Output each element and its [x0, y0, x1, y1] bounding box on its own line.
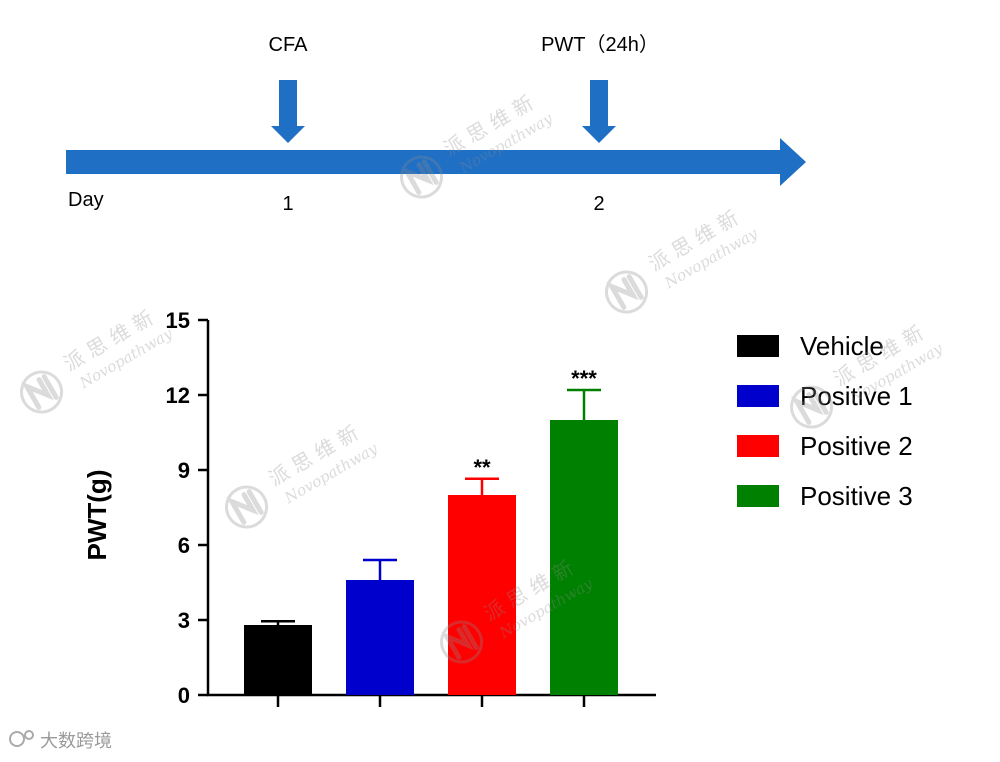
watermark-logo-icon	[606, 274, 644, 310]
legend-swatch	[737, 485, 779, 507]
chart-legend: Vehicle Positive 1 Positive 2 Positive 3	[737, 331, 913, 511]
watermark-ring-icon	[790, 385, 834, 429]
event-label-cfa: CFA	[269, 34, 309, 56]
legend-label: Positive 2	[800, 431, 913, 461]
bar-vehicle	[244, 625, 312, 695]
legend-label: Vehicle	[800, 331, 884, 361]
x-axis-ticks	[276, 695, 586, 707]
y-axis-title: PWT(g)	[82, 470, 112, 561]
legend-label: Positive 1	[800, 381, 913, 411]
timeline-arrow	[66, 138, 806, 186]
legend-swatch	[737, 385, 779, 407]
day-label-2: 2	[593, 193, 604, 215]
y-tick-label: 15	[166, 308, 190, 333]
watermark-logo-icon	[21, 374, 59, 410]
y-tick-label: 9	[178, 458, 190, 483]
legend-swatch	[737, 435, 779, 457]
source-logo-dot-icon	[24, 730, 34, 740]
legend-swatch	[737, 335, 779, 357]
y-tick-label: 12	[166, 383, 190, 408]
bars: *****	[244, 366, 618, 695]
y-tick-label: 3	[178, 608, 190, 633]
source-badge: 大数跨境	[9, 730, 112, 751]
y-tick-label: 6	[178, 533, 190, 558]
watermark-ring-icon	[440, 620, 484, 664]
event-arrow-pwt	[582, 80, 616, 143]
watermark-ring-icon	[20, 370, 64, 414]
watermark-logo-icon	[791, 389, 829, 425]
watermark-logo-icon	[441, 624, 479, 660]
day-label-1: 1	[282, 193, 293, 215]
timeline: CFA PWT（24h） Day 1 2	[66, 33, 806, 215]
significance-label: **	[473, 455, 491, 480]
bar-positive-1	[346, 580, 414, 695]
source-logo-icon	[9, 731, 25, 747]
significance-label: ***	[571, 366, 597, 391]
watermark-logo-icon	[226, 489, 264, 525]
event-label-pwt: PWT（24h）	[541, 33, 659, 56]
legend-label: Positive 3	[800, 481, 913, 511]
y-tick-label: 0	[178, 683, 190, 708]
watermark-logo-icon	[401, 159, 439, 195]
watermark-ring-icon	[605, 270, 649, 314]
y-axis-ticks: 0 3 6 9 12 15	[166, 308, 208, 708]
bar-positive-2	[448, 495, 516, 695]
source-label: 大数跨境	[40, 731, 112, 751]
bar-positive-3	[550, 420, 618, 695]
timeline-axis-label: Day	[68, 189, 104, 211]
watermark-ring-icon	[400, 155, 444, 199]
event-arrow-cfa	[271, 80, 305, 143]
watermark-ring-icon	[225, 485, 269, 529]
